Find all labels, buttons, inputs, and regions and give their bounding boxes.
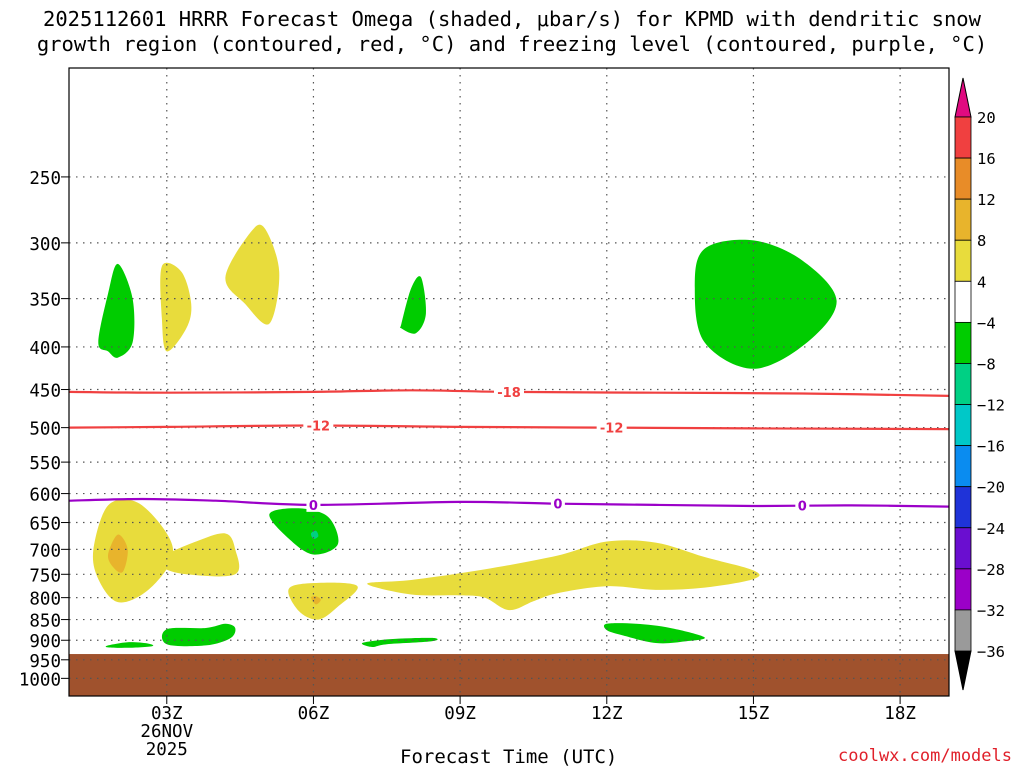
- contour-label-bg: [306, 497, 321, 512]
- colorbar-label: −20: [977, 479, 1005, 497]
- colorbar-box: [954, 445, 972, 488]
- colorbar-label: −28: [977, 561, 1005, 579]
- colorbar-label: −32: [977, 602, 1005, 620]
- contour-label-bg: [596, 420, 627, 435]
- source-credit[interactable]: coolwx.com/models: [838, 746, 1012, 766]
- colorbar-label: −24: [977, 520, 1005, 538]
- plot-frame: [68, 67, 950, 697]
- omega-area: [225, 224, 280, 325]
- colorbar-label: −4: [977, 314, 996, 332]
- omega-area: [158, 533, 240, 577]
- colorbar-box: [954, 116, 972, 159]
- contour-label-bg: [795, 498, 810, 513]
- y-tick-label: 850: [29, 612, 61, 632]
- omega-area: [105, 642, 154, 648]
- omega-area: [367, 540, 760, 611]
- contour-dgz-minus18: [68, 389, 950, 397]
- x-tick-label: 06Z: [298, 704, 330, 724]
- colorbar-bottom-arrow: [954, 650, 972, 691]
- colorbar-box: [954, 321, 972, 364]
- y-tick-label: 750: [29, 566, 61, 586]
- contour-label: 0: [553, 498, 562, 513]
- y-tick-label: 600: [29, 486, 61, 506]
- colorbar-label: −16: [977, 438, 1005, 456]
- x-axis-label: Forecast Time (UTC): [400, 746, 618, 768]
- colorbar-label: 12: [977, 191, 996, 209]
- colorbar-box: [954, 198, 972, 241]
- y-tick-label: 350: [29, 291, 61, 311]
- x-tick-label: 09Z: [444, 704, 476, 724]
- omega-area: [288, 582, 358, 620]
- colorbar-box: [954, 239, 972, 282]
- y-tick-label: 250: [29, 169, 61, 189]
- contour-freezing-level: [68, 497, 950, 508]
- y-tick-label: 450: [29, 382, 61, 402]
- date-label: 26NOV: [140, 722, 193, 742]
- colorbar-box: [954, 280, 972, 323]
- omega-area: [399, 276, 427, 334]
- contour-label: -12: [307, 420, 331, 435]
- colorbar-box: [954, 609, 972, 652]
- colorbar-label: −8: [977, 355, 996, 373]
- omega-area: [107, 534, 128, 573]
- y-tick-label: 500: [29, 420, 61, 440]
- omega-area: [311, 596, 321, 605]
- contour-label-bg: [550, 496, 565, 511]
- omega-area: [92, 499, 174, 603]
- contour-label: 0: [798, 500, 807, 515]
- colorbar-box: [954, 568, 972, 611]
- y-tick-label: 650: [29, 515, 61, 535]
- contour-label-bg: [303, 418, 334, 433]
- colorbar-box: [954, 486, 972, 529]
- colorbar-box: [954, 527, 972, 570]
- omega-area: [160, 262, 192, 352]
- colorbar-label: 20: [977, 109, 996, 127]
- x-tick-label: 15Z: [738, 704, 770, 724]
- colorbar-label: −36: [977, 643, 1005, 661]
- date-label: 2025: [146, 740, 188, 760]
- contour-label: 0: [309, 499, 318, 514]
- y-tick-label: 1000: [19, 670, 61, 690]
- terrain-fill: [69, 654, 949, 696]
- y-tick-label: 900: [29, 632, 61, 652]
- colorbar-box: [954, 363, 972, 405]
- colorbar-box: [954, 157, 972, 200]
- chart-title-line-1: 2025112601 HRRR Forecast Omega (shaded, …: [43, 7, 981, 31]
- y-tick-label: 400: [29, 339, 61, 359]
- x-tick-label: 18Z: [884, 704, 916, 724]
- colorbar-label: 4: [977, 273, 986, 291]
- colorbar-label: 8: [977, 232, 986, 250]
- omega-area: [361, 637, 438, 648]
- x-tick-label: 03Z: [151, 704, 183, 724]
- colorbar-box: [954, 404, 972, 447]
- y-tick-label: 950: [29, 652, 61, 672]
- omega-area: [98, 263, 135, 358]
- colorbar-label: 16: [977, 150, 996, 168]
- y-tick-label: 700: [29, 541, 61, 561]
- y-tick-label: 800: [29, 590, 61, 610]
- contour-label: -18: [497, 386, 521, 401]
- omega-area: [694, 239, 837, 369]
- y-tick-label: 300: [29, 235, 61, 255]
- omega-area: [161, 623, 236, 647]
- contour-dgz-minus12: [68, 424, 950, 431]
- colorbar-top-arrow: [954, 77, 972, 118]
- contour-label-bg: [494, 384, 524, 399]
- colorbar-label: −12: [977, 397, 1005, 415]
- omega-area: [269, 508, 339, 555]
- omega-area: [310, 530, 319, 539]
- chart-title-line-2: growth region (contoured, red, °C) and f…: [36, 32, 988, 56]
- y-tick-label: 550: [29, 454, 61, 474]
- omega-area: [603, 623, 705, 644]
- contour-label: -12: [600, 422, 624, 437]
- x-tick-label: 12Z: [591, 704, 623, 724]
